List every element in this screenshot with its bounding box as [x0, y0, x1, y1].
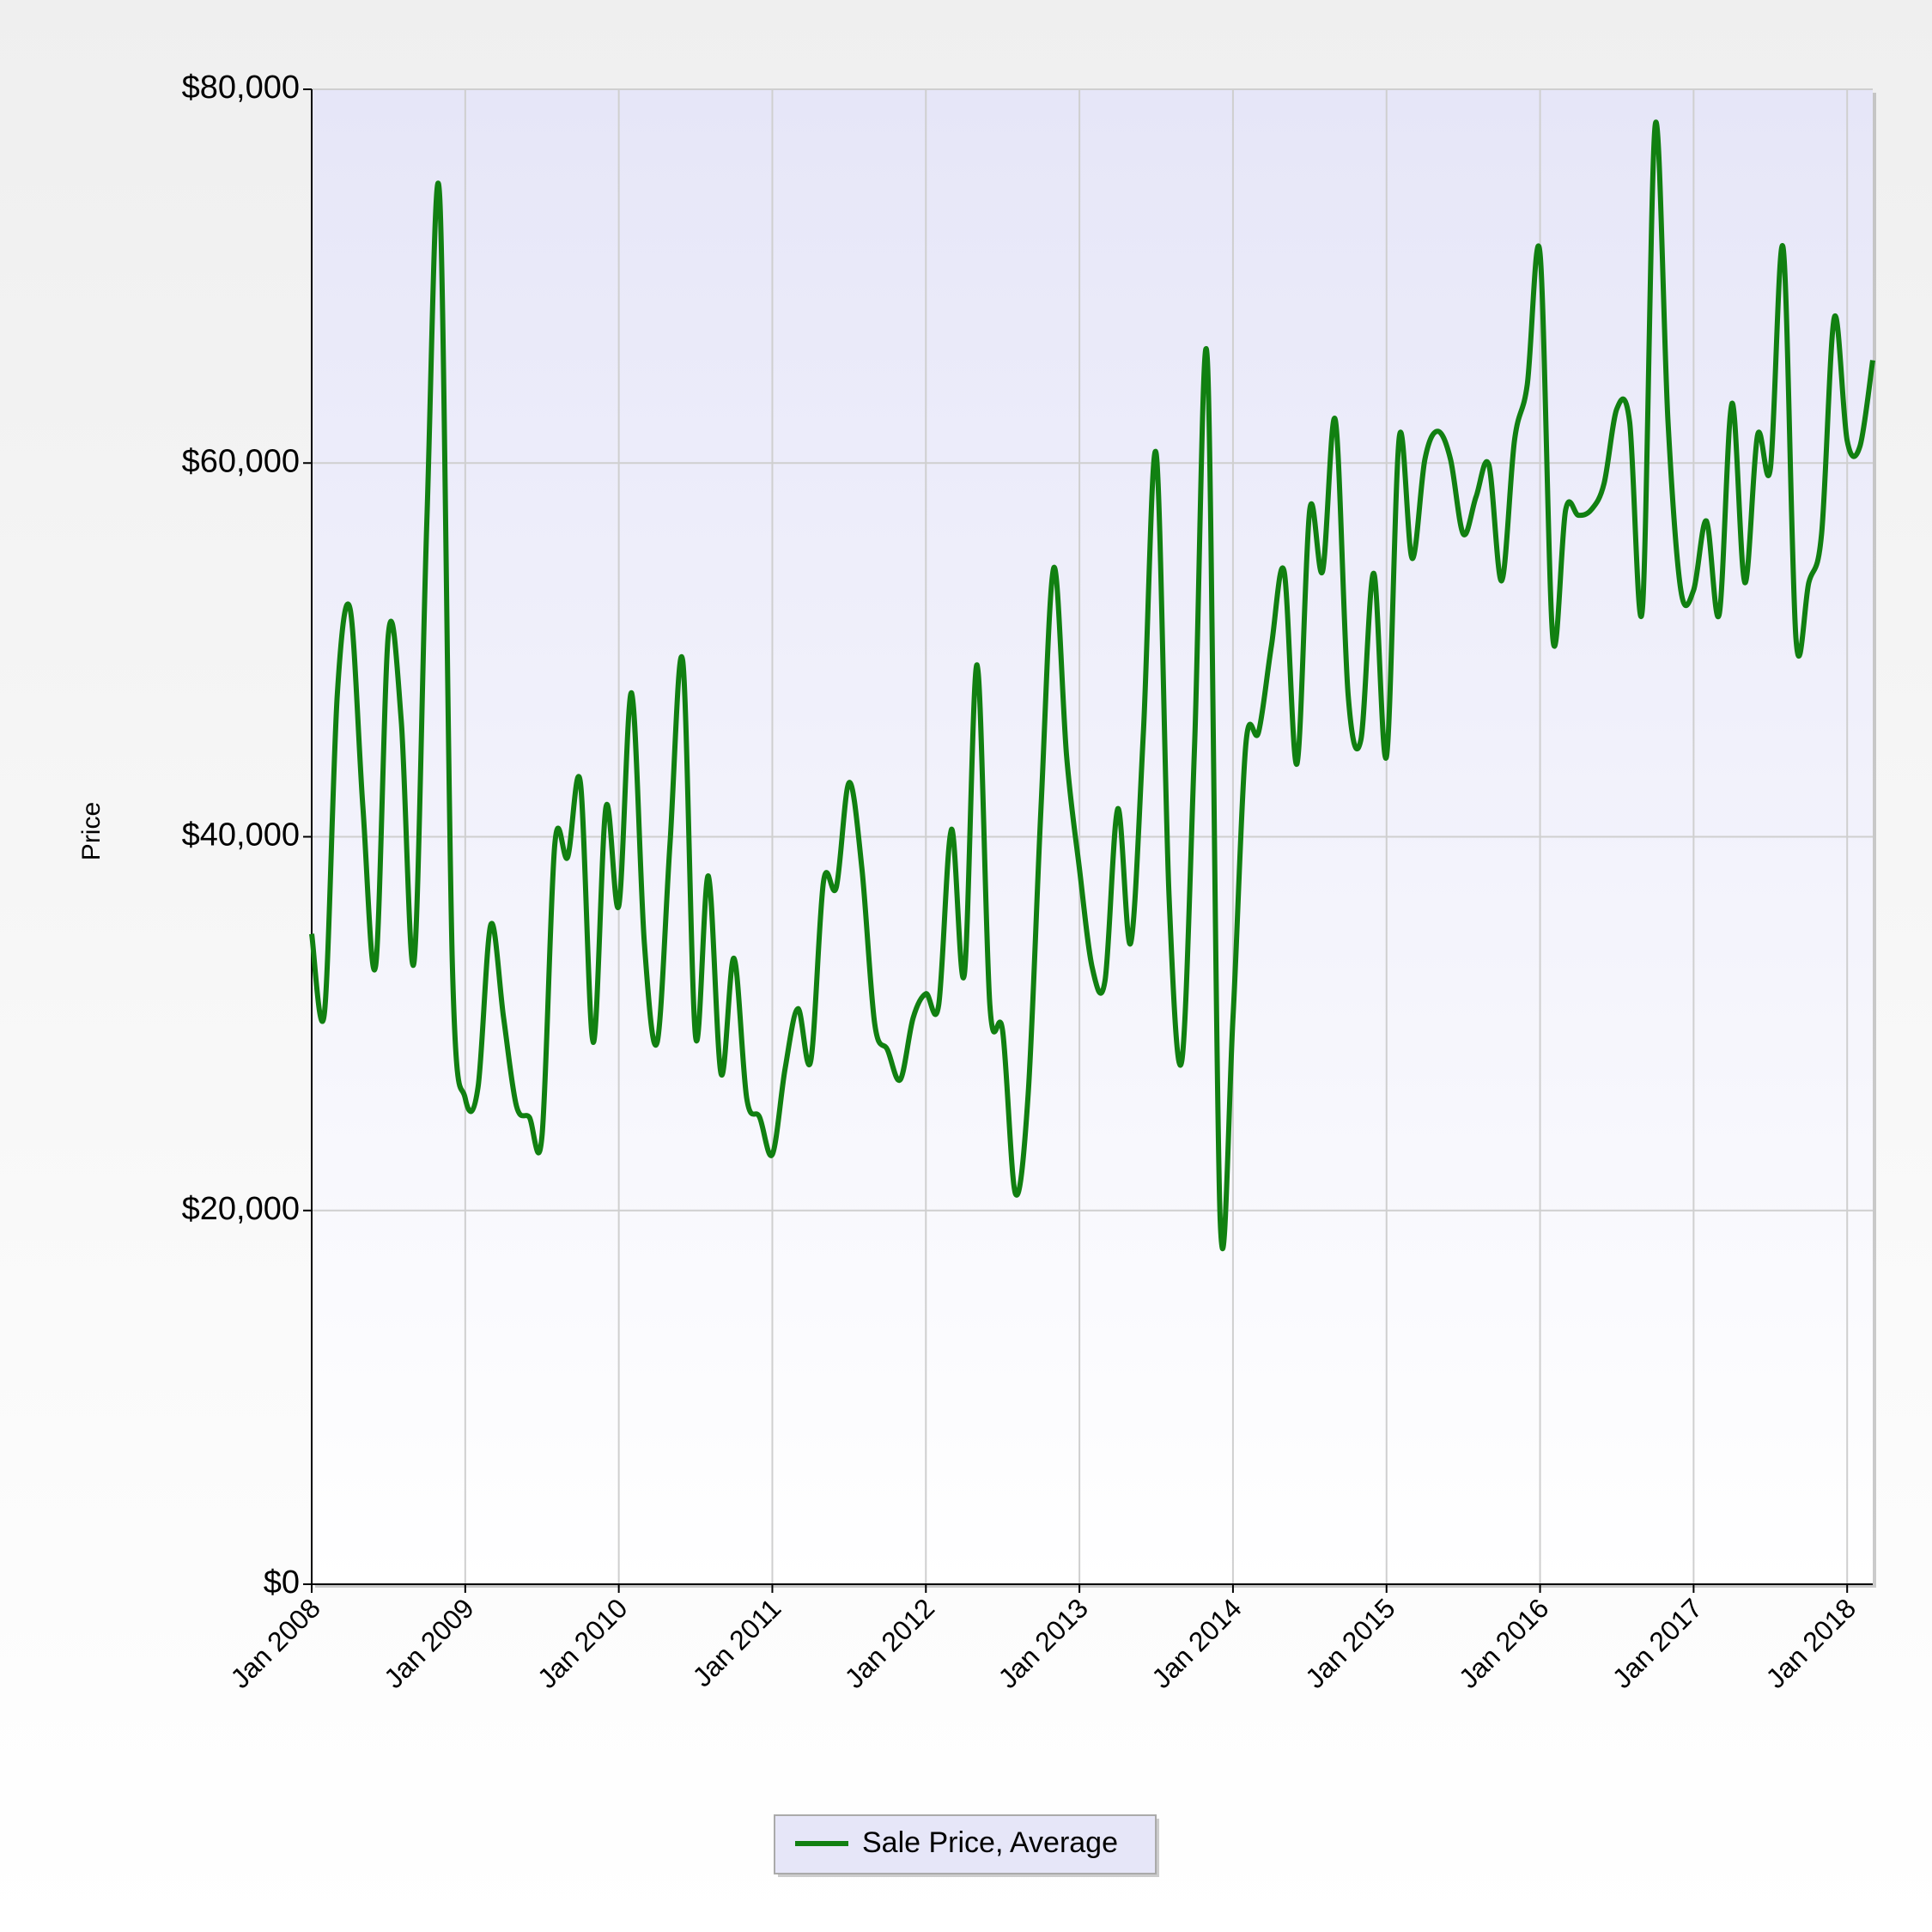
y-tick-label: $60,000 — [182, 443, 300, 479]
y-tick-label: $80,000 — [182, 70, 300, 106]
legend — [774, 1814, 1157, 1874]
y-axis-title: Price — [77, 802, 106, 860]
series-line — [309, 119, 1875, 1252]
y-tick-label: $20,000 — [182, 1191, 300, 1227]
legend-label: Sale Price, Average — [862, 1826, 1118, 1859]
y-tick-label: $0 — [264, 1564, 300, 1601]
y-tick-label: $40,000 — [182, 817, 300, 854]
